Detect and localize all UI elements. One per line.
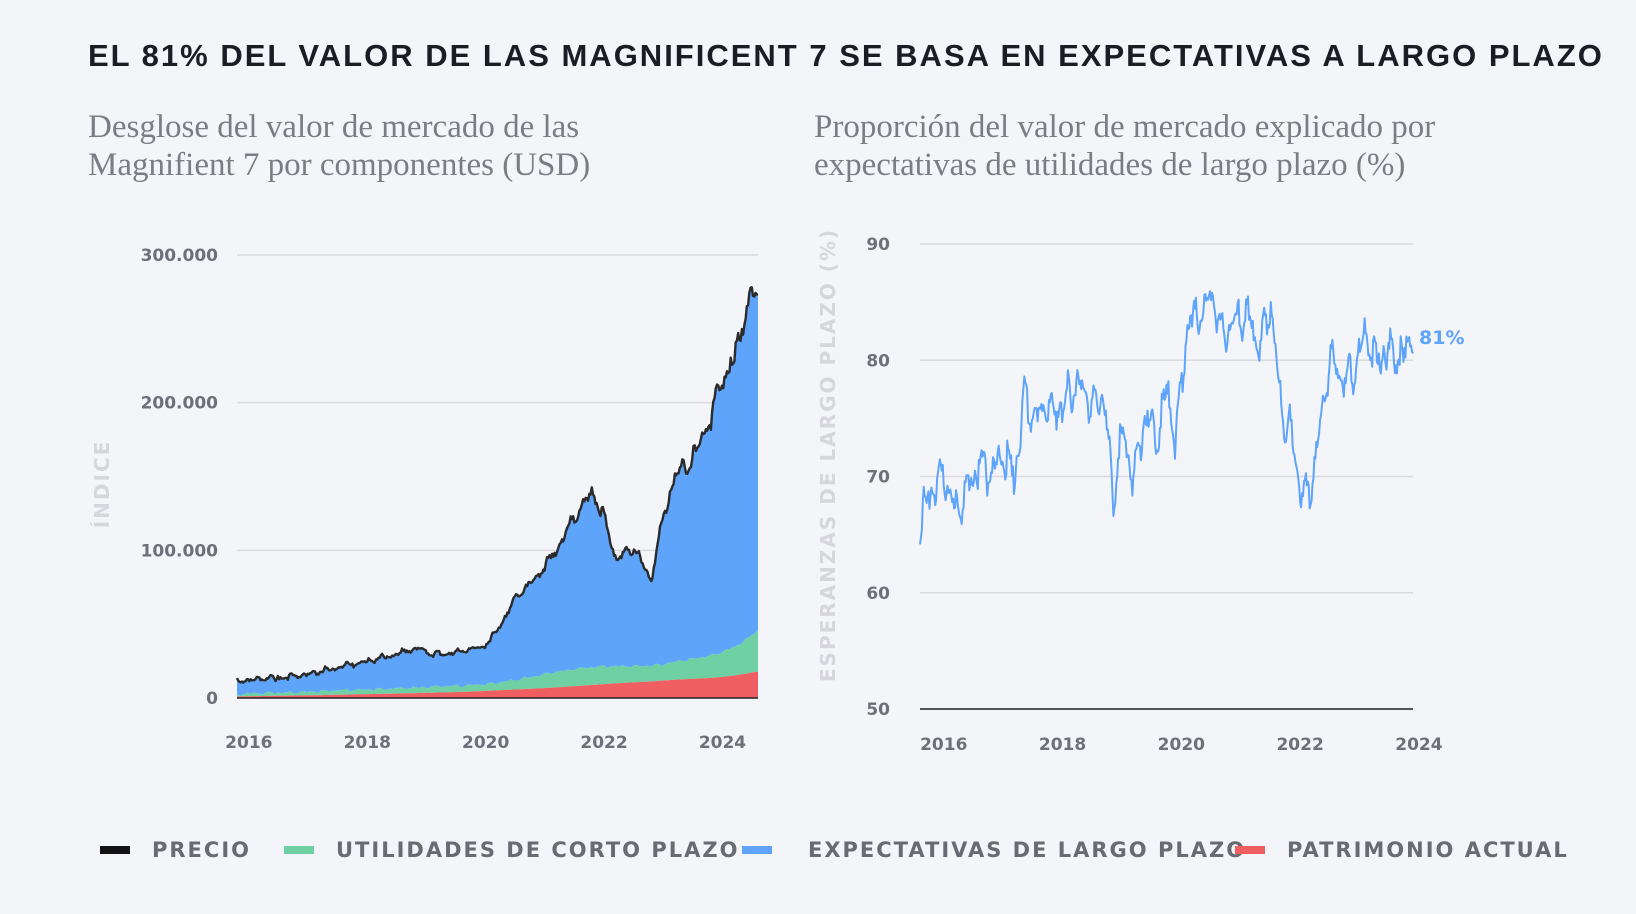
right-y-tick-label: 90 [866,235,890,255]
legend-item-corto-plazo: UTILIDADES DE CORTO PLAZO [284,838,739,862]
right-y-tick-label: 50 [866,700,890,720]
legend-item-precio: PRECIO [100,838,251,862]
right-chart-title: Proporción del valor de mercado explicad… [814,109,1436,183]
right-x-tick-label: 2016 [920,735,967,755]
right-x-tick-label: 2020 [1158,735,1205,755]
line-proporcion-largo-plazo [919,290,1414,545]
legend-label-precio: PRECIO [152,838,251,862]
legend-label-patrimonio: PATRIMONIO ACTUAL [1287,838,1569,862]
area-patrimonio-actual [237,671,758,698]
left-y-axis-title: ÍNDICE [90,440,114,529]
left-y-tick-label: 200.000 [141,394,219,414]
left-x-tick-label: 2016 [225,733,272,753]
legend-swatch-patrimonio [1235,846,1265,854]
legend-swatch-corto-plazo [284,846,314,854]
legend-item-largo-plazo: EXPECTATIVAS DE LARGO PLAZO [742,838,1246,862]
right-y-axis-title: ESPERANZAS DE LARGO PLAZO (%) [816,228,840,682]
legend-label-largo-plazo: EXPECTATIVAS DE LARGO PLAZO [808,838,1247,862]
left-x-tick-label: 2020 [462,733,509,753]
right-y-tick-label: 80 [866,351,890,371]
legend-swatch-precio [100,846,130,854]
area-expectativas-largo-plazo [237,288,758,696]
right-x-tick-label: 2018 [1039,735,1086,755]
left-y-tick-label: 100.000 [141,541,219,561]
right-x-tick-label: 2022 [1276,735,1323,755]
right-y-tick-label: 70 [866,468,890,488]
right-x-tick-label: 2024 [1395,735,1442,755]
end-value-label: 81% [1419,327,1464,349]
left-x-tick-label: 2024 [699,733,746,753]
left-y-tick-label: 300.000 [141,246,219,266]
line-precio [235,286,759,684]
area-utilidades-corto-plazo [237,629,758,697]
legend-label-corto-plazo: UTILIDADES DE CORTO PLAZO [336,838,740,862]
left-x-tick-label: 2018 [344,733,391,753]
right-line-chart: 50 60 70 80 90 2016 2018 2020 2022 2024 ESPERANZAS… [816,228,1464,755]
left-chart-title: Desglose del valor de mercado de las Mag… [88,109,591,183]
left-area-chart: 0 100.000 200.000 300.000 2016 2018 2020 2022 20… [90,246,759,753]
main-title: EL 81% DEL VALOR DE LAS MAGNIFICENT 7 SE… [88,38,1604,73]
legend: PRECIO UTILIDADES DE CORTO PLAZO EXPECTA… [0,838,1636,878]
legend-item-patrimonio: PATRIMONIO ACTUAL [1235,838,1569,862]
legend-swatch-largo-plazo [742,846,772,854]
left-y-tick-label: 0 [206,689,218,709]
left-x-tick-label: 2022 [580,733,627,753]
right-y-tick-label: 60 [866,584,890,604]
